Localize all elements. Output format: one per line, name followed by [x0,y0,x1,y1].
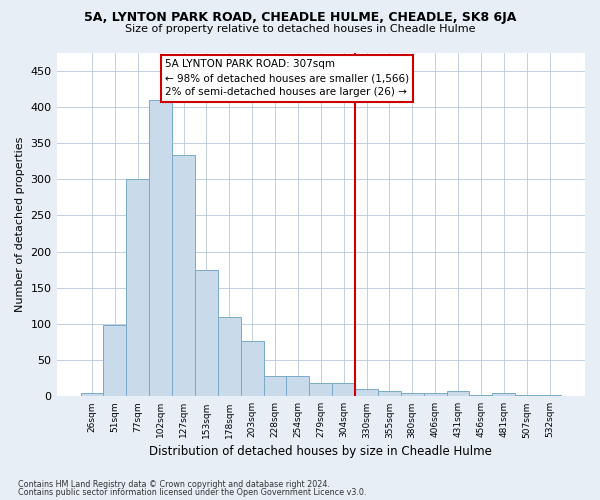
Bar [355,389,378,396]
Text: 5A LYNTON PARK ROAD: 307sqm
← 98% of detached houses are smaller (1,566)
2% of s: 5A LYNTON PARK ROAD: 307sqm ← 98% of det… [165,60,409,98]
Bar [493,392,515,396]
Text: Size of property relative to detached houses in Cheadle Hulme: Size of property relative to detached ho… [125,24,475,34]
Bar [401,394,424,396]
Bar [310,384,332,396]
Text: Contains HM Land Registry data © Crown copyright and database right 2024.: Contains HM Land Registry data © Crown c… [18,480,330,489]
Y-axis label: Number of detached properties: Number of detached properties [15,136,25,312]
Bar [241,340,263,396]
Bar [263,376,286,396]
Bar [378,392,401,396]
Bar [218,316,241,396]
Bar [446,392,469,396]
Bar [149,100,172,397]
Bar [469,395,493,396]
Bar [424,394,446,396]
Bar [80,392,103,396]
Bar [195,270,218,396]
Bar [286,376,310,396]
Bar [127,179,149,396]
Text: 5A, LYNTON PARK ROAD, CHEADLE HULME, CHEADLE, SK8 6JA: 5A, LYNTON PARK ROAD, CHEADLE HULME, CHE… [84,11,516,24]
Text: Contains public sector information licensed under the Open Government Licence v3: Contains public sector information licen… [18,488,367,497]
X-axis label: Distribution of detached houses by size in Cheadle Hulme: Distribution of detached houses by size … [149,444,492,458]
Bar [103,324,127,396]
Bar [172,156,195,396]
Bar [332,384,355,396]
Bar [515,395,538,396]
Bar [538,395,561,396]
